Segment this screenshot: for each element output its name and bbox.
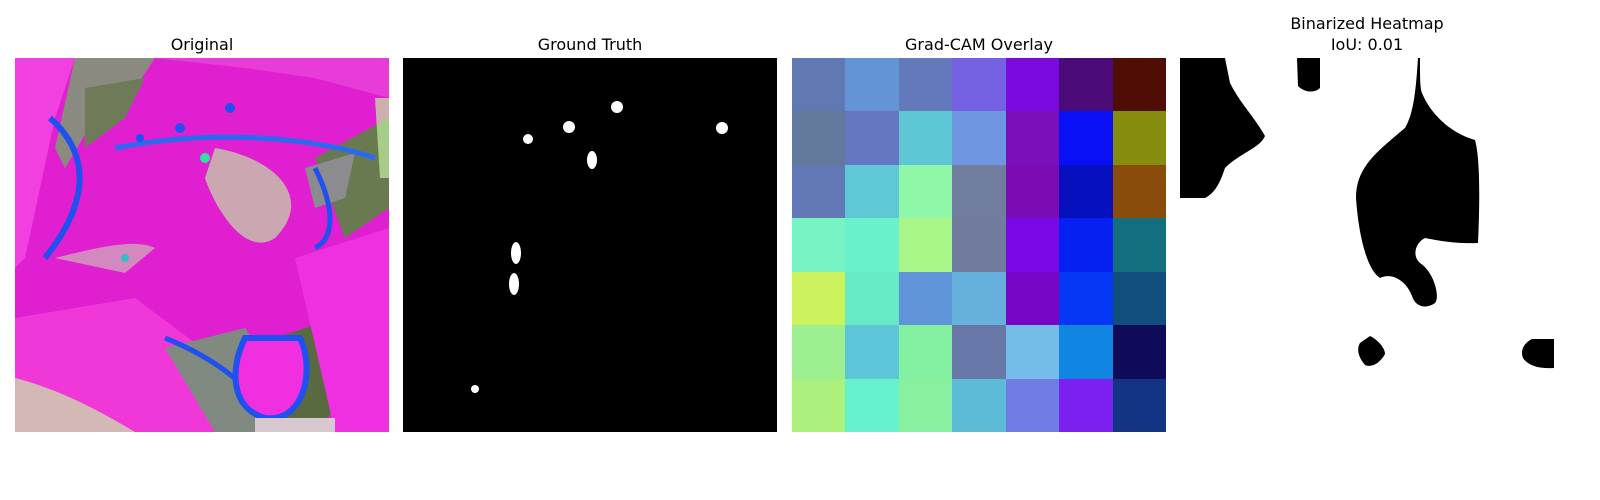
gradcam-cell <box>1059 111 1113 165</box>
lesion-spot <box>563 121 575 133</box>
gradcam-cell <box>952 111 1006 165</box>
lesion-spot <box>523 134 533 144</box>
heatmap-blob <box>1356 58 1480 307</box>
gradcam-cell <box>792 111 846 165</box>
lesion-spot <box>509 273 519 295</box>
iou-label: IoU: 0.01 <box>1330 35 1404 54</box>
gradcam-cell <box>1059 164 1113 219</box>
gradcam-cell <box>1005 271 1060 326</box>
original-title: Original <box>170 35 234 54</box>
lesion-spot <box>511 242 521 264</box>
gradcam-cell <box>1059 325 1113 379</box>
gradcam-cell <box>952 164 1006 219</box>
ground-truth-mask <box>403 58 777 432</box>
gradcam-cell <box>1005 111 1060 165</box>
gradcam-overlay <box>792 58 1166 432</box>
gradcam-cell <box>845 164 899 219</box>
heatmap-blob <box>1358 336 1385 366</box>
gradcam-overlay-title: Grad-CAM Overlay <box>905 35 1053 54</box>
ground-truth-title: Ground Truth <box>537 35 643 54</box>
gradcam-cell <box>1112 271 1166 326</box>
gradcam-cell <box>1059 378 1113 432</box>
lesion-spot <box>611 101 623 113</box>
binarized-heatmap-title: Binarized Heatmap <box>1290 14 1444 33</box>
heatmap-blob <box>1297 58 1320 92</box>
gradcam-cell <box>898 164 953 219</box>
gradcam-cell <box>845 58 899 112</box>
gradcam-cell <box>1005 164 1060 219</box>
gradcam-cell <box>1112 58 1166 112</box>
gradcam-cell <box>1059 271 1113 326</box>
gradcam-cell <box>898 325 953 379</box>
gradcam-cell <box>952 58 1006 112</box>
lesion-spot <box>587 151 597 169</box>
gradcam-cell <box>792 58 846 112</box>
gradcam-cell <box>1112 378 1166 432</box>
gradcam-cell <box>1005 218 1060 272</box>
lesion-spot <box>471 385 479 393</box>
gradcam-cell <box>898 378 953 432</box>
gradcam-cell <box>952 218 1006 272</box>
gradcam-cell <box>1112 325 1166 379</box>
gradcam-cell <box>952 325 1006 379</box>
gradcam-cell <box>845 378 899 432</box>
gradcam-cell <box>792 325 846 379</box>
gradcam-cell <box>952 378 1006 432</box>
gradcam-cell <box>1112 164 1166 219</box>
gradcam-cell <box>1112 111 1166 165</box>
gradcam-cell <box>1112 218 1166 272</box>
heatmap-blob <box>1522 339 1554 369</box>
gradcam-cell <box>898 271 953 326</box>
binarized-heatmap <box>1180 58 1554 432</box>
gradcam-cell <box>898 218 953 272</box>
gradcam-cell <box>792 218 846 272</box>
gradcam-cell <box>898 111 953 165</box>
gradcam-cell <box>1059 58 1113 112</box>
gradcam-cell <box>792 164 846 219</box>
gradcam-cell <box>898 58 953 112</box>
gradcam-cell <box>845 218 899 272</box>
gradcam-cell <box>1005 378 1060 432</box>
gradcam-cell <box>845 325 899 379</box>
lesion-spot <box>716 122 728 134</box>
heatmap-blob <box>1180 58 1265 198</box>
gradcam-cell <box>1005 325 1060 379</box>
original-image <box>15 58 389 432</box>
gradcam-cell <box>792 378 846 432</box>
gradcam-cell <box>952 271 1006 326</box>
gradcam-cell <box>845 271 899 326</box>
gradcam-cell <box>1005 58 1060 112</box>
gradcam-cell <box>1059 218 1113 272</box>
gradcam-cell <box>792 271 846 326</box>
gradcam-cell <box>845 111 899 165</box>
